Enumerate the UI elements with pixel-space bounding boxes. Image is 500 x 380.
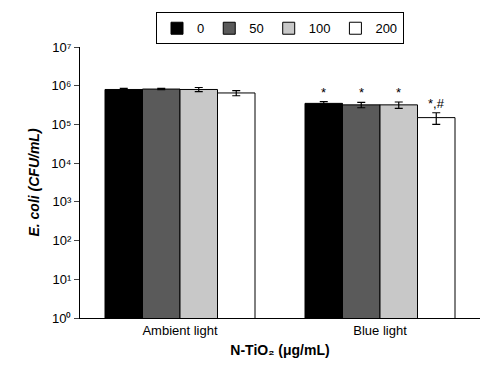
svg-text:50: 50 xyxy=(249,21,263,36)
svg-text:10²: 10² xyxy=(53,233,72,248)
svg-text:10⁷: 10⁷ xyxy=(52,40,71,55)
svg-text:10⁵: 10⁵ xyxy=(52,117,72,132)
svg-text:10¹: 10¹ xyxy=(53,272,72,287)
svg-text:*: * xyxy=(321,85,326,100)
svg-text:*: * xyxy=(359,85,364,100)
svg-text:0: 0 xyxy=(197,21,204,36)
svg-text:10⁶: 10⁶ xyxy=(52,78,72,93)
svg-text:10⁰: 10⁰ xyxy=(52,311,71,326)
svg-text:E. coli (CFU/mL): E. coli (CFU/mL) xyxy=(26,128,42,236)
svg-text:10⁴: 10⁴ xyxy=(51,156,71,171)
svg-text:Ambient light: Ambient light xyxy=(142,323,218,338)
svg-text:Blue light: Blue light xyxy=(353,323,407,338)
svg-text:*,#: *,# xyxy=(428,96,445,111)
svg-text:100: 100 xyxy=(309,21,331,36)
svg-text:N-TiO₂ (μg/mL): N-TiO₂ (μg/mL) xyxy=(230,342,329,358)
svg-text:200: 200 xyxy=(375,21,397,36)
svg-text:*: * xyxy=(396,85,401,100)
svg-text:10³: 10³ xyxy=(53,194,72,209)
